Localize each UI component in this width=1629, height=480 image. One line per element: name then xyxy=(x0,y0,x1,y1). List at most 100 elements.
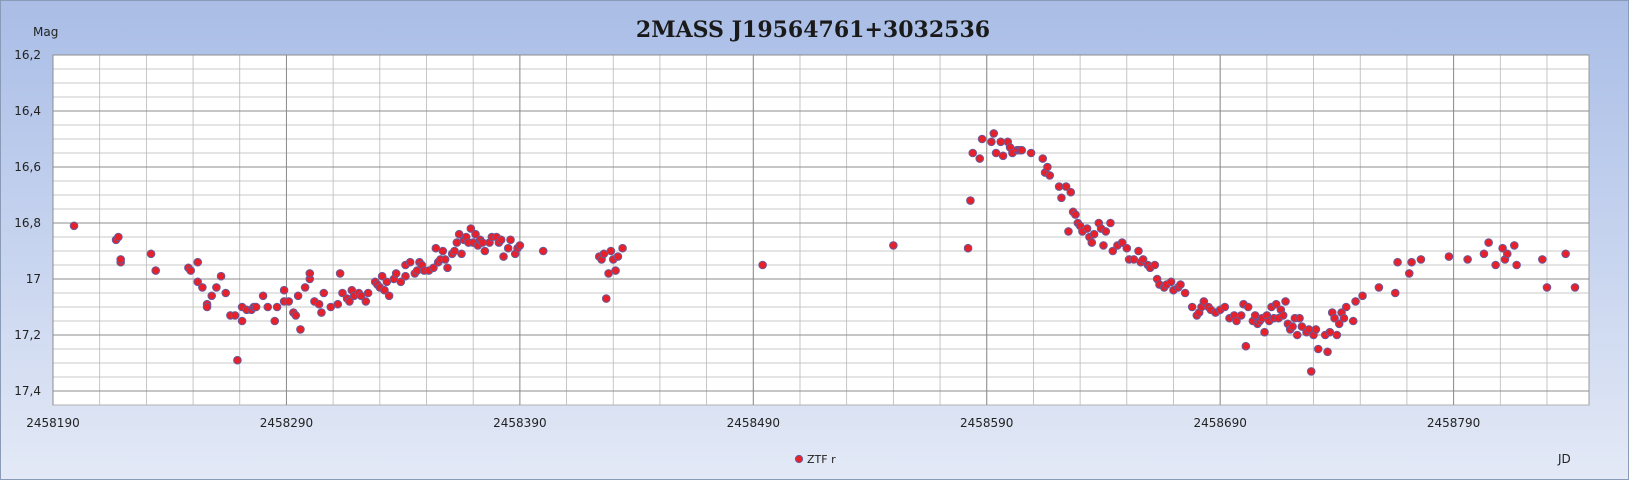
y-tick-label: 17,4 xyxy=(14,384,41,398)
data-point xyxy=(202,302,212,312)
data-point xyxy=(291,311,301,320)
data-point xyxy=(1129,255,1139,264)
data-point xyxy=(1341,302,1351,312)
data-point xyxy=(889,241,898,250)
data-point xyxy=(1045,171,1055,180)
data-point xyxy=(305,269,315,278)
data-point xyxy=(1054,182,1064,191)
data-points xyxy=(69,129,1580,376)
data-point xyxy=(319,288,329,298)
data-point xyxy=(212,283,221,292)
data-point xyxy=(272,302,282,312)
data-point xyxy=(1071,210,1080,219)
data-point xyxy=(345,297,354,306)
data-point xyxy=(515,241,525,250)
chart-title: 2MASS J19564761+3032536 xyxy=(636,17,990,43)
x-tick-label: 2458690 xyxy=(1193,416,1246,430)
data-point xyxy=(296,325,305,334)
y-tick-labels: 16,2 16,4 16,6 16,8 17 17,2 17,4 xyxy=(14,48,41,398)
data-point xyxy=(333,299,343,309)
data-point xyxy=(382,277,392,287)
data-point xyxy=(230,311,240,320)
data-point xyxy=(300,283,310,292)
data-point xyxy=(613,252,623,261)
data-point xyxy=(116,255,125,264)
data-point xyxy=(1463,255,1472,264)
data-point xyxy=(457,249,466,259)
data-point xyxy=(338,288,347,298)
data-point xyxy=(1323,347,1332,357)
data-point xyxy=(977,134,987,144)
data-point xyxy=(1510,241,1519,250)
data-point xyxy=(401,271,410,281)
data-point xyxy=(1150,260,1160,270)
x-tick-label: 2458590 xyxy=(960,416,1013,430)
legend-marker xyxy=(794,454,804,464)
data-point xyxy=(1271,299,1281,309)
data-point xyxy=(1339,313,1349,323)
data-point xyxy=(1082,224,1092,233)
data-point xyxy=(1134,246,1143,256)
data-point xyxy=(1057,193,1066,203)
data-point xyxy=(1404,269,1414,278)
data-point xyxy=(1292,330,1302,340)
data-point xyxy=(1038,154,1048,163)
data-point xyxy=(270,316,280,326)
data-point xyxy=(1166,277,1176,287)
data-point xyxy=(1332,330,1342,340)
data-point xyxy=(151,266,161,275)
data-point xyxy=(237,316,247,326)
data-point xyxy=(207,291,217,301)
data-point xyxy=(989,129,999,138)
data-point xyxy=(601,294,611,303)
data-point xyxy=(503,243,513,253)
data-point xyxy=(1484,238,1493,247)
data-point xyxy=(991,148,1001,158)
data-point xyxy=(1348,316,1358,326)
data-point xyxy=(1236,311,1246,320)
x-tick-label: 2458290 xyxy=(260,416,313,430)
data-point xyxy=(1306,367,1316,376)
data-point xyxy=(1281,297,1290,306)
data-point xyxy=(1106,218,1115,228)
data-point xyxy=(1066,187,1076,197)
data-point xyxy=(1334,319,1344,329)
data-point xyxy=(1498,243,1507,253)
data-point xyxy=(405,257,415,267)
data-point xyxy=(1311,325,1321,334)
data-point xyxy=(1220,302,1230,312)
x-tick-label: 2458190 xyxy=(26,416,79,430)
data-point xyxy=(1374,283,1384,292)
x-tick-label: 2458490 xyxy=(727,416,780,430)
data-point xyxy=(1542,283,1552,292)
data-point xyxy=(966,196,975,205)
data-point xyxy=(258,291,268,301)
data-point xyxy=(438,246,448,256)
data-point xyxy=(480,246,490,256)
data-point xyxy=(363,288,373,298)
data-point xyxy=(1325,327,1335,337)
x-tick-label: 2458390 xyxy=(493,416,546,430)
data-point xyxy=(1117,238,1127,247)
y-tick-label: 16,4 xyxy=(14,104,41,118)
data-point xyxy=(1108,246,1118,256)
data-point xyxy=(1099,241,1108,250)
data-point xyxy=(1330,313,1339,323)
data-point xyxy=(1393,257,1402,267)
data-point xyxy=(429,263,438,273)
data-point xyxy=(1295,313,1304,323)
x-tick-label: 2458790 xyxy=(1427,416,1480,430)
data-point xyxy=(1278,311,1288,320)
data-point xyxy=(1087,238,1097,247)
data-point xyxy=(611,266,620,275)
data-point xyxy=(198,283,207,292)
data-point xyxy=(1351,297,1360,306)
data-point xyxy=(146,249,156,259)
y-tick-label: 17 xyxy=(26,272,41,286)
x-tick-labels: 2458190 2458290 2458390 2458490 2458590 24586… xyxy=(26,416,1480,430)
data-point xyxy=(114,232,123,242)
data-point xyxy=(279,285,289,295)
data-point xyxy=(466,224,476,233)
data-point xyxy=(335,269,345,278)
data-point xyxy=(963,243,973,253)
